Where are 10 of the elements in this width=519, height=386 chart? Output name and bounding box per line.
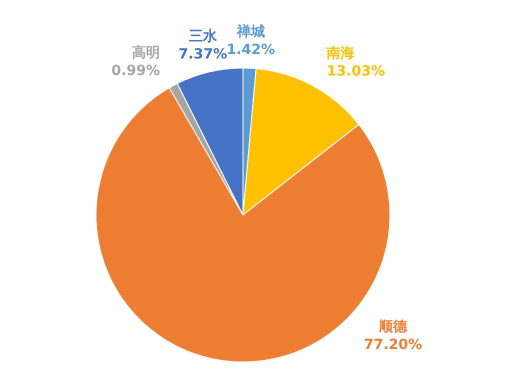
slice-label: 禅城 xyxy=(236,23,265,40)
data-label: 0.99% xyxy=(111,62,160,79)
data-label: 1.42% xyxy=(226,42,276,58)
slice-label: 顺德 xyxy=(378,319,408,335)
slice-label: 三水 xyxy=(188,28,218,45)
slice-label: 高明 xyxy=(132,44,160,61)
data-label: 13.03% xyxy=(326,63,385,80)
slice-label: 南海 xyxy=(326,45,355,62)
data-label: 7.37% xyxy=(178,46,228,63)
data-label: 77.20% xyxy=(364,337,422,353)
